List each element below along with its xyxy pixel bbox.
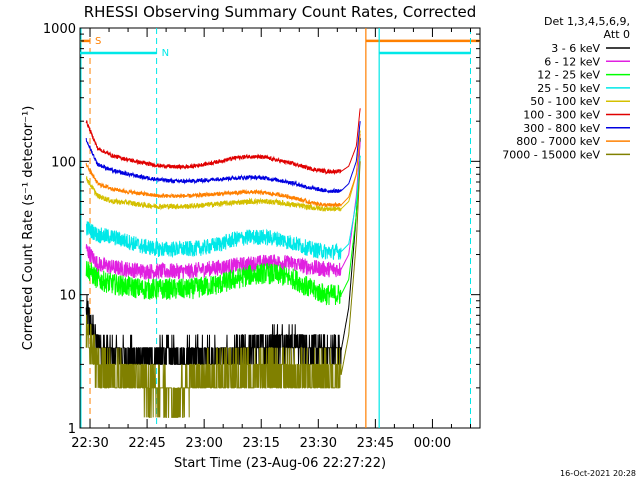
x-tick-label: 00:00 bbox=[414, 436, 451, 451]
x-tick-label: 23:30 bbox=[300, 436, 337, 451]
y-tick-label: 100 bbox=[51, 155, 76, 170]
legend-label: 3 - 6 keV bbox=[551, 42, 600, 55]
legend-label: 6 - 12 keV bbox=[544, 55, 600, 68]
series-layer bbox=[85, 108, 361, 418]
series-line-2 bbox=[85, 155, 361, 306]
series-line-6 bbox=[85, 121, 361, 194]
legend-label: 25 - 50 keV bbox=[537, 82, 600, 95]
series-line-5 bbox=[85, 108, 361, 176]
legend-header-2: Att 0 bbox=[604, 28, 630, 41]
legend-label: 12 - 25 keV bbox=[537, 69, 600, 82]
x-tick-label: 22:30 bbox=[71, 436, 108, 451]
y-tick-label: 1 bbox=[68, 422, 76, 437]
series-line-8 bbox=[85, 161, 361, 418]
marker-flag-label: N bbox=[162, 48, 169, 59]
x-tick-label: 23:45 bbox=[357, 436, 394, 451]
x-tick-label: 23:00 bbox=[185, 436, 222, 451]
legend-label: 300 - 800 keV bbox=[523, 122, 600, 135]
legend-header-1: Det 1,3,4,5,6,9, bbox=[544, 15, 630, 28]
series-line-4 bbox=[85, 130, 361, 212]
chart-title: RHESSI Observing Summary Count Rates, Co… bbox=[84, 3, 477, 21]
x-tick-label: 22:45 bbox=[128, 436, 165, 451]
series-line-7 bbox=[85, 134, 361, 208]
legend-label: 800 - 7000 keV bbox=[516, 135, 600, 148]
marker-flag-label: S bbox=[95, 36, 101, 47]
y-tick-label: 10 bbox=[59, 289, 76, 304]
axes-layer: 1 10 100 1000 22:30 22:45 23:00 23:15 23:30 23:45… bbox=[43, 22, 480, 451]
x-tick-label: 23:15 bbox=[242, 436, 279, 451]
y-tick-label: 1000 bbox=[43, 22, 76, 37]
legend-label: 50 - 100 keV bbox=[530, 95, 600, 108]
legend-label: 7000 - 15000 keV bbox=[502, 148, 600, 161]
timestamp: 16-Oct-2021 20:28 bbox=[560, 469, 636, 478]
x-axis-label: Start Time (23-Aug-06 22:27:22) bbox=[174, 456, 386, 471]
y-axis-label: Corrected Count Rate (s⁻¹ detector⁻¹) bbox=[21, 106, 36, 351]
legend-label: 100 - 300 keV bbox=[523, 109, 600, 122]
series-line-3 bbox=[85, 155, 361, 260]
